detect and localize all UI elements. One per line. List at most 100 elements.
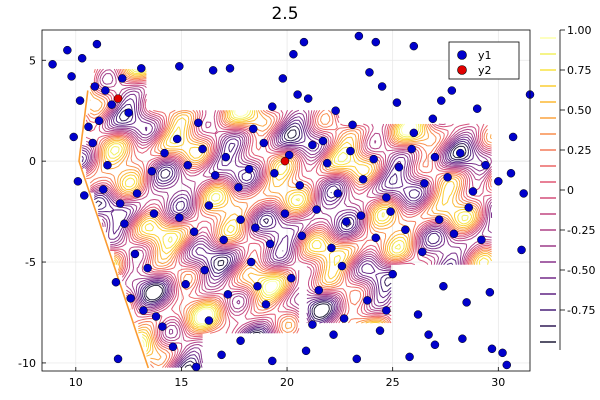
scatter-point-y1 [223,290,233,299]
colorbar-tick-label: 0.50 [567,104,592,117]
scatter-point-y1 [200,265,209,275]
scatter-point-y1 [409,41,419,51]
scatter-point-y1 [498,348,507,358]
scatter-point-y1 [130,249,140,259]
legend-y2-label: y2 [478,64,492,77]
colorbar-tick-label: 0.75 [567,64,592,77]
scatter-point-y1 [458,334,467,343]
scatter-point-y1 [280,209,290,218]
contour-line-level-6 [81,73,492,368]
scatter-point-y1 [221,152,231,162]
scatter-point-y1 [278,74,288,83]
colorbar-tick-label: 0.25 [567,144,592,157]
scatter-point-y1 [388,269,397,279]
scatter-point-y1 [80,191,89,200]
scatter-point-y1 [225,64,235,73]
scatter-point-y1 [447,86,457,95]
colorbar-tick-label: -0.25 [567,224,595,237]
scatter-point-y1 [94,116,104,126]
scatter-point-y1 [198,144,207,154]
plot-frame [41,29,531,372]
scatter-point-y1 [284,150,294,160]
x-axis-ticks: 10 15 20 25 30 [69,367,505,389]
legend-y1-label: y1 [478,49,492,62]
scatter-point-y1 [401,225,410,235]
scatter-point-y2 [280,156,290,166]
scatter-point-y1 [312,205,321,214]
scatter-point-y1 [430,340,440,350]
contour-line-level-17 [107,68,489,352]
scatter-point-y1 [244,164,254,174]
scatter-point-y1 [219,235,228,245]
x-tick-label: 20 [280,376,294,389]
y-tick-label: -5 [25,256,36,269]
scatter-point-y2 [113,94,123,103]
scatter-point-y1 [386,207,395,216]
scatter-point-y1 [246,257,256,267]
scatter-point-y1 [261,300,271,309]
scatter-point-y1 [519,189,528,198]
colorbar-tick-label: 0 [567,184,574,197]
contour-line-level-8 [85,68,492,368]
scatter-point-y1 [418,247,427,257]
scatter-point-y1 [236,336,245,345]
scatter-point-y1 [356,211,366,220]
scatter-point-y1 [363,296,372,305]
contour-layer [78,68,493,369]
scatter-point-y1 [115,199,125,208]
scatter-point-y1 [468,187,478,196]
x-tick-label: 10 [69,376,83,389]
scatter-point-y1 [318,136,328,146]
scatter-point-y1 [394,162,404,172]
scatter-point-y1 [508,132,518,142]
y-tick-label: 0 [29,155,36,168]
scatter-point-y1 [346,146,355,156]
scatter-layer [48,31,535,372]
scatter-point-y1 [371,233,381,243]
x-tick-label: 25 [386,376,400,389]
scatter-point-y1 [73,177,83,186]
scatter-point-y1 [428,114,438,124]
legend: y1 y2 [448,41,520,80]
scatter-point-y1 [139,306,148,315]
scatter-point-y1 [409,128,419,138]
legend-y2-marker [457,65,467,75]
scatter-point-y1 [168,342,178,352]
scatter-point-y1 [191,362,201,372]
scatter-point-y1 [132,189,142,198]
contour-line-level-2 [81,103,472,368]
scatter-point-y1 [314,286,323,295]
scatter-point-y1 [99,185,108,194]
scatter-point-y1 [299,37,309,47]
scatter-point-y1 [183,160,193,170]
scatter-point-y1 [249,124,258,134]
scatter-point-y1 [405,352,414,362]
scatter-point-y1 [392,98,402,107]
scatter-point-y1 [84,122,93,132]
scatter-point-y1 [158,322,167,331]
colorbar-tick-label: -0.50 [567,264,595,277]
scatter-point-y1 [354,31,364,41]
scatter-point-y1 [327,243,336,253]
x-tick-label: 15 [174,376,188,389]
scatter-point-y1 [204,201,214,210]
scatter-point-y1 [322,158,332,168]
scatter-point-y1 [308,140,317,150]
axes [41,29,531,372]
scatter-point-y1 [172,134,182,144]
scatter-point-y1 [449,229,459,239]
scatter-point-y1 [477,235,486,245]
scatter-point-y1 [234,183,243,192]
scatter-point-y1 [413,310,423,319]
scatter-point-y1 [67,72,76,81]
scatter-point-y1 [270,169,279,178]
y-tick-label: -10 [18,357,36,370]
scatter-point-y1 [268,102,277,111]
scatter-point-y1 [204,316,214,325]
scatter-point-y1 [407,144,416,154]
scatter-point-y1 [365,68,374,77]
y-axis-ticks: 5 0 -5 -10 [18,54,46,370]
scatter-point-y1 [287,273,296,283]
scatter-point-y1 [337,261,347,271]
